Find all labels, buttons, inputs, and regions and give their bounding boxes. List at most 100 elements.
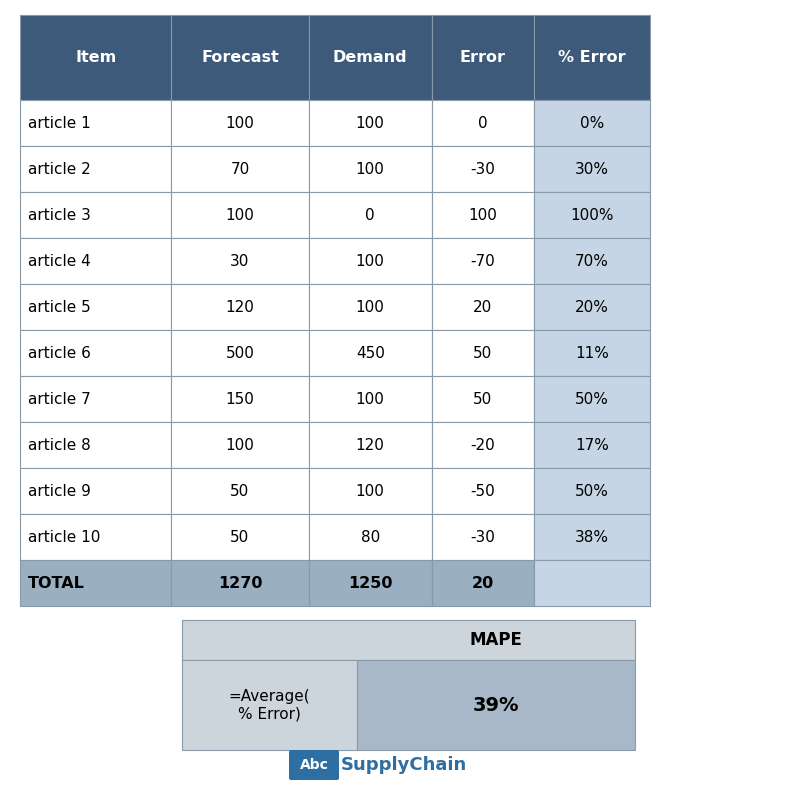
Bar bbox=[431, 376, 534, 422]
Bar bbox=[20, 146, 171, 192]
FancyBboxPatch shape bbox=[289, 750, 339, 780]
Text: article 7: article 7 bbox=[28, 391, 90, 407]
Bar bbox=[534, 284, 650, 330]
Text: 17%: 17% bbox=[575, 437, 609, 452]
Bar bbox=[171, 238, 308, 284]
Text: 120: 120 bbox=[356, 437, 385, 452]
Text: 50: 50 bbox=[473, 345, 492, 361]
Bar bbox=[431, 330, 534, 376]
Text: 1250: 1250 bbox=[348, 576, 393, 591]
Bar bbox=[20, 468, 171, 514]
Bar bbox=[20, 192, 171, 238]
Bar bbox=[431, 284, 534, 330]
Bar bbox=[20, 238, 171, 284]
Bar bbox=[534, 422, 650, 468]
Bar bbox=[431, 15, 534, 100]
Bar bbox=[308, 330, 431, 376]
Bar bbox=[171, 422, 308, 468]
Text: article 8: article 8 bbox=[28, 437, 90, 452]
Text: % Error: % Error bbox=[558, 50, 626, 65]
Bar bbox=[308, 468, 431, 514]
Bar bbox=[534, 100, 650, 146]
Text: 100: 100 bbox=[356, 162, 385, 176]
Bar bbox=[357, 660, 635, 750]
Bar bbox=[20, 422, 171, 468]
Text: 150: 150 bbox=[225, 391, 255, 407]
Bar bbox=[171, 146, 308, 192]
Text: 80: 80 bbox=[361, 530, 380, 544]
Text: 100: 100 bbox=[356, 115, 385, 130]
Text: -70: -70 bbox=[470, 254, 495, 269]
Bar bbox=[171, 560, 308, 606]
Bar bbox=[171, 100, 308, 146]
Bar bbox=[308, 15, 431, 100]
Bar bbox=[534, 514, 650, 560]
Bar bbox=[308, 514, 431, 560]
Text: Item: Item bbox=[75, 50, 117, 65]
Bar bbox=[171, 376, 308, 422]
Text: =Average(
% Error): =Average( % Error) bbox=[228, 689, 310, 721]
Text: 100: 100 bbox=[356, 391, 385, 407]
Bar bbox=[431, 100, 534, 146]
Text: Error: Error bbox=[460, 50, 506, 65]
Bar bbox=[534, 146, 650, 192]
Text: 100: 100 bbox=[225, 115, 255, 130]
Text: -50: -50 bbox=[470, 484, 495, 498]
Text: 100: 100 bbox=[225, 437, 255, 452]
Text: 100: 100 bbox=[469, 208, 497, 222]
Bar bbox=[171, 330, 308, 376]
Bar bbox=[534, 468, 650, 514]
Text: 1270: 1270 bbox=[218, 576, 262, 591]
Bar bbox=[534, 376, 650, 422]
Bar bbox=[431, 468, 534, 514]
Text: 70%: 70% bbox=[575, 254, 609, 269]
Bar bbox=[431, 514, 534, 560]
Text: 20%: 20% bbox=[575, 299, 609, 315]
Bar bbox=[171, 15, 308, 100]
Text: Abc: Abc bbox=[300, 758, 328, 772]
Text: 0: 0 bbox=[478, 115, 488, 130]
Text: 50: 50 bbox=[230, 484, 250, 498]
Text: article 2: article 2 bbox=[28, 162, 90, 176]
Text: 50%: 50% bbox=[575, 484, 609, 498]
Text: 450: 450 bbox=[356, 345, 385, 361]
Text: 50: 50 bbox=[473, 391, 492, 407]
Bar bbox=[20, 376, 171, 422]
Text: 120: 120 bbox=[225, 299, 255, 315]
Bar bbox=[308, 146, 431, 192]
Text: 0: 0 bbox=[366, 208, 375, 222]
Text: article 5: article 5 bbox=[28, 299, 90, 315]
Bar bbox=[20, 15, 171, 100]
Bar bbox=[534, 560, 650, 606]
Bar bbox=[20, 514, 171, 560]
Text: 50%: 50% bbox=[575, 391, 609, 407]
Text: TOTAL: TOTAL bbox=[28, 576, 85, 591]
Bar bbox=[20, 330, 171, 376]
Text: 100: 100 bbox=[225, 208, 255, 222]
Text: 11%: 11% bbox=[575, 345, 609, 361]
Text: article 3: article 3 bbox=[28, 208, 91, 222]
Text: -20: -20 bbox=[470, 437, 495, 452]
Text: 30%: 30% bbox=[575, 162, 609, 176]
Text: -30: -30 bbox=[470, 162, 496, 176]
Text: SupplyChain: SupplyChain bbox=[341, 756, 467, 774]
Text: article 10: article 10 bbox=[28, 530, 101, 544]
Bar bbox=[308, 238, 431, 284]
Bar bbox=[182, 620, 635, 660]
Bar bbox=[308, 100, 431, 146]
Bar bbox=[171, 284, 308, 330]
Text: 39%: 39% bbox=[473, 696, 519, 715]
Text: Demand: Demand bbox=[333, 50, 408, 65]
Bar bbox=[534, 238, 650, 284]
Text: MAPE: MAPE bbox=[469, 631, 523, 649]
Bar bbox=[20, 560, 171, 606]
Bar bbox=[431, 238, 534, 284]
Text: article 4: article 4 bbox=[28, 254, 90, 269]
Text: article 9: article 9 bbox=[28, 484, 91, 498]
Text: 100: 100 bbox=[356, 484, 385, 498]
Text: 100: 100 bbox=[356, 299, 385, 315]
Bar bbox=[20, 100, 171, 146]
Bar bbox=[431, 560, 534, 606]
Bar bbox=[308, 284, 431, 330]
Bar bbox=[171, 514, 308, 560]
